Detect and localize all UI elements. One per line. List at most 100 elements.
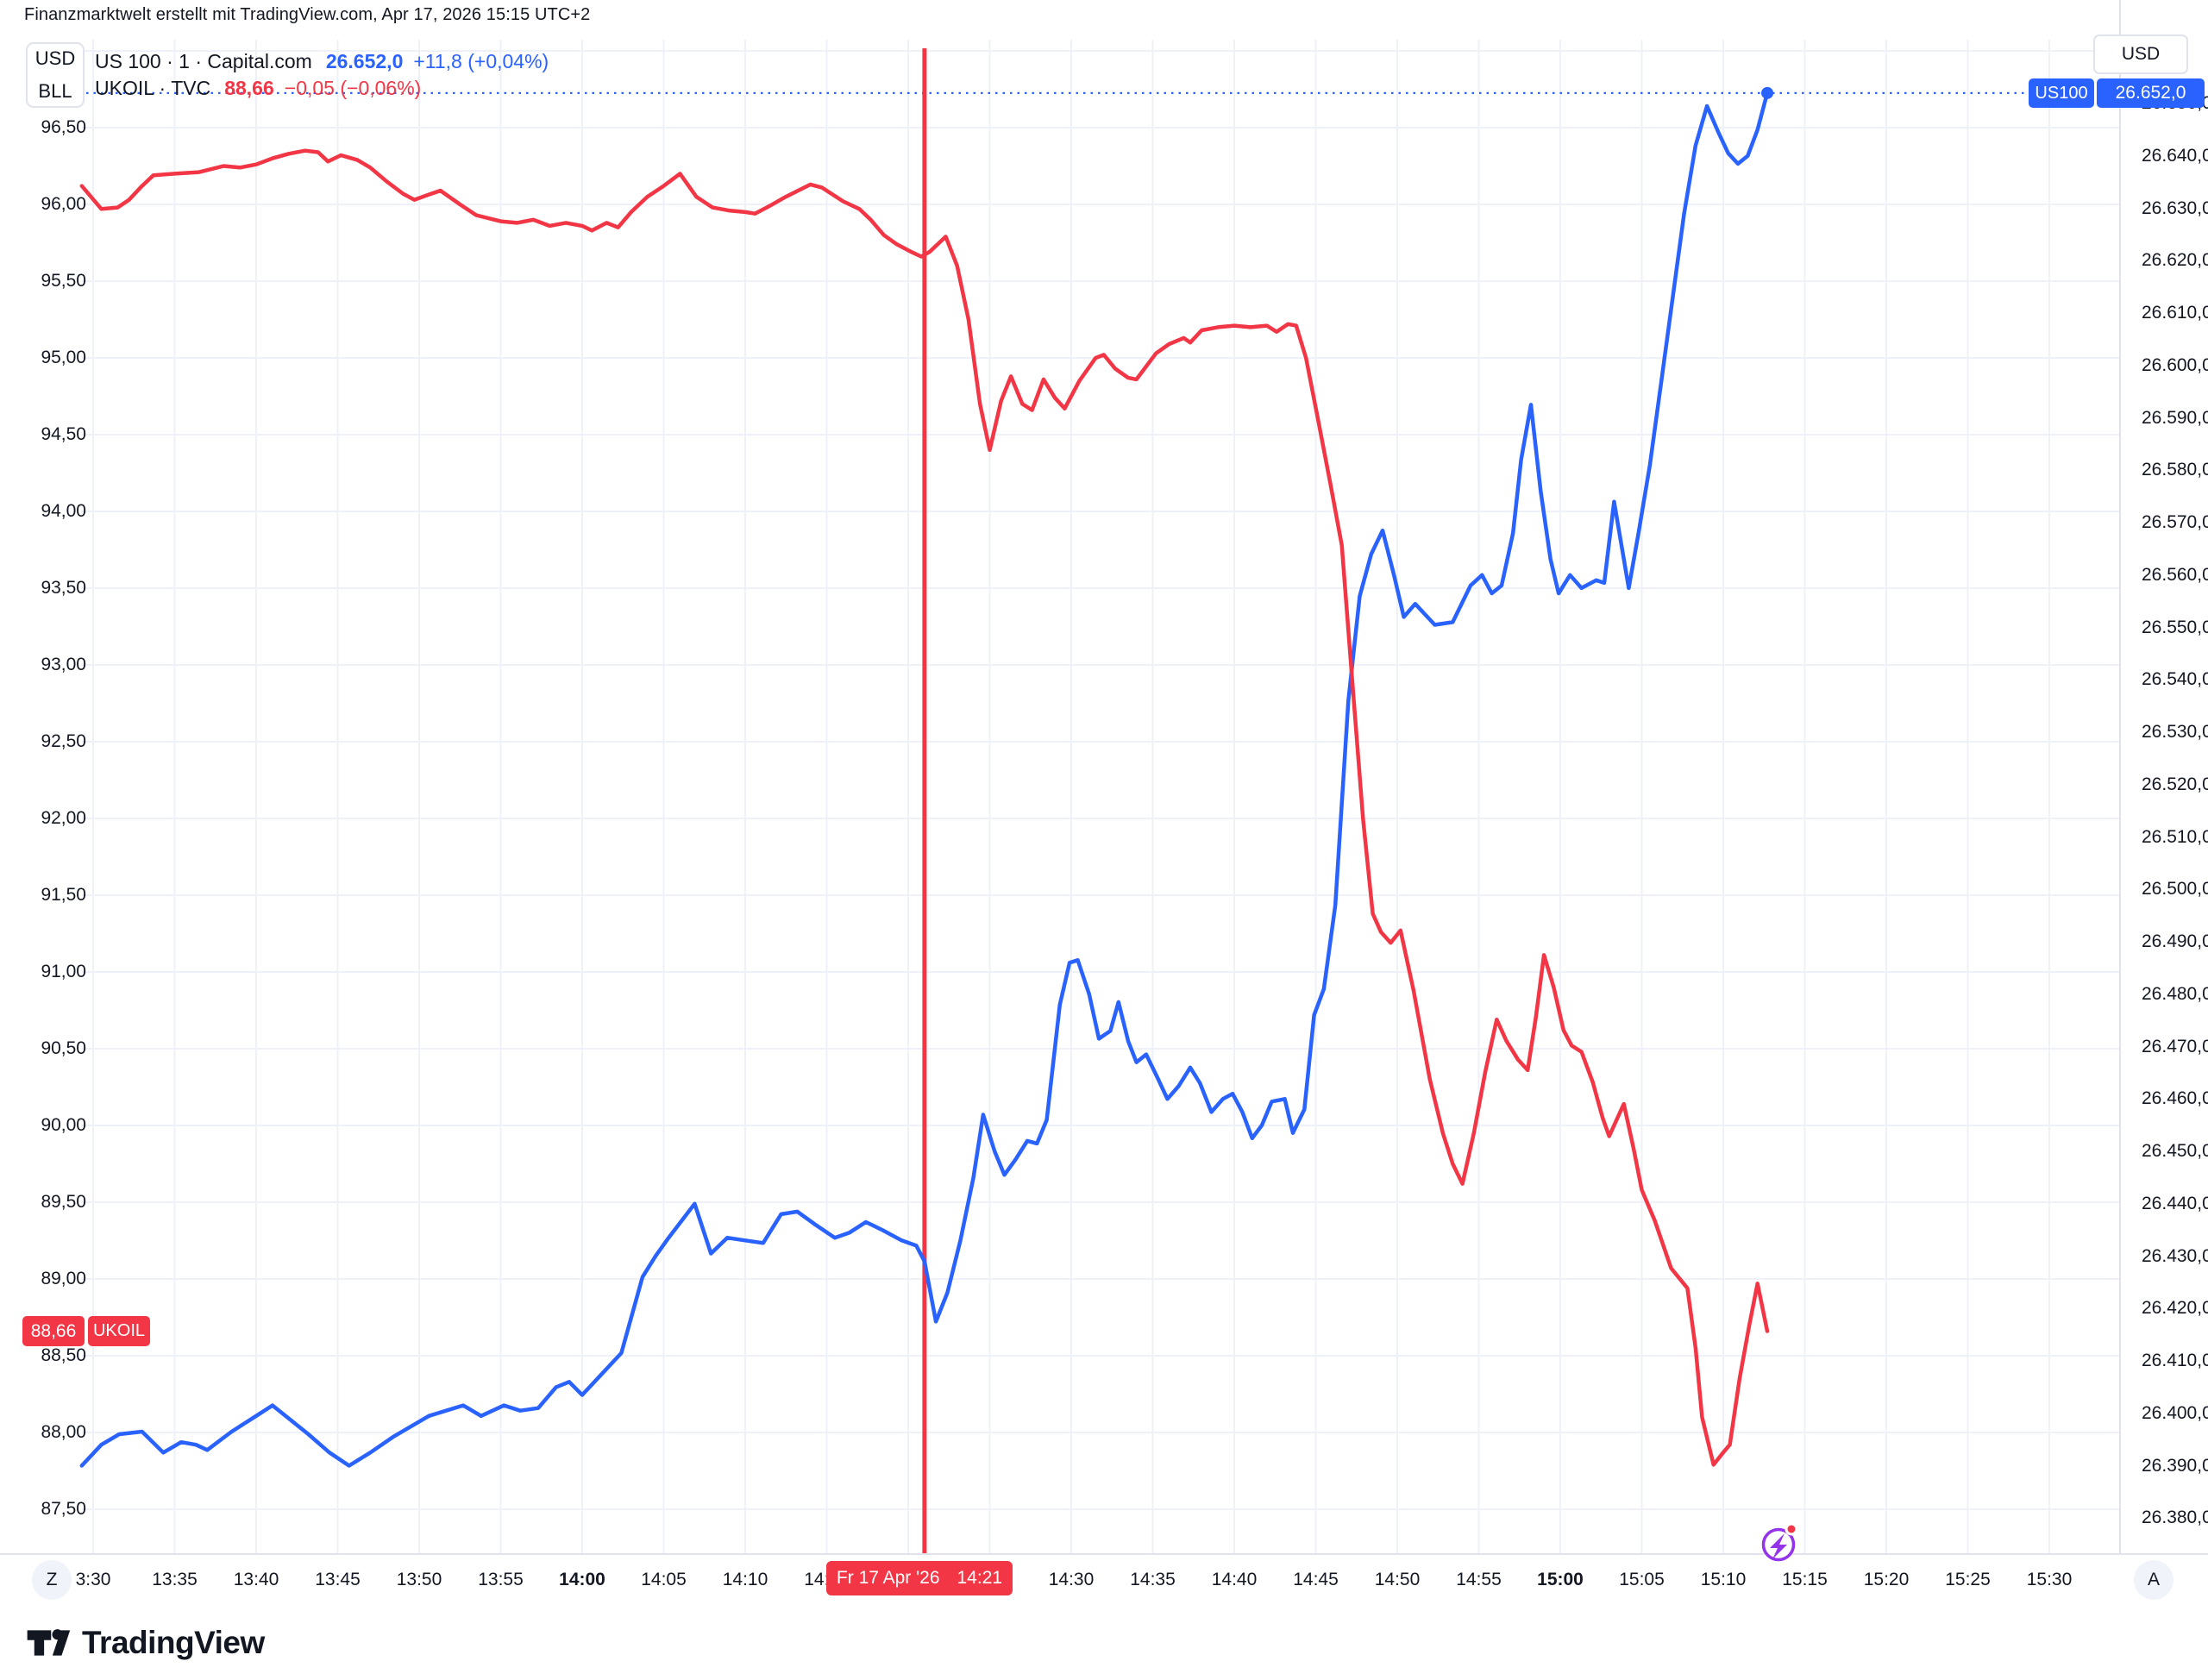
left-axis-tick: 96,00 bbox=[41, 194, 86, 214]
right-axis-tick: 26.580,0 bbox=[2142, 460, 2208, 480]
right-axis-tick: 26.500,0 bbox=[2142, 879, 2208, 900]
left-axis-unit-usd: USD bbox=[34, 47, 76, 69]
ukoil-price-tag: UKOIL bbox=[88, 1316, 150, 1346]
left-axis-tick: 90,50 bbox=[41, 1038, 86, 1058]
right-axis-tick: 26.490,0 bbox=[2142, 931, 2208, 951]
left-axis-tick: 96,50 bbox=[41, 117, 86, 137]
time-axis-tick: 14:00 bbox=[559, 1570, 605, 1589]
time-axis-tick: 14:55 bbox=[1456, 1570, 1502, 1589]
time-axis-tick: 13:50 bbox=[396, 1570, 442, 1589]
right-axis-tick: 26.460,0 bbox=[2142, 1088, 2208, 1109]
left-axis-tick: 92,00 bbox=[41, 808, 86, 828]
left-axis-tick: 92,50 bbox=[41, 731, 86, 751]
auto-scale-button-label: A bbox=[2147, 1570, 2160, 1589]
time-axis-tick: 13:35 bbox=[152, 1570, 198, 1589]
left-axis-tick: 87,50 bbox=[41, 1499, 86, 1519]
us100-price-tag: US100 bbox=[2029, 78, 2094, 108]
right-axis-tick: 26.640,0 bbox=[2142, 145, 2208, 166]
legend-value-ukoil: 88,66 bbox=[224, 77, 274, 99]
right-axis-currency: USD bbox=[2121, 44, 2161, 64]
time-axis-tick: 15:25 bbox=[1945, 1570, 1991, 1589]
left-axis-tick: 88,50 bbox=[41, 1345, 86, 1365]
us100-price-label: 26.652,0 bbox=[2097, 78, 2205, 108]
legend-row-ukoil[interactable]: UKOIL · TVC 88,66 −0,05 (−0,06%) bbox=[95, 75, 549, 102]
left-axis-tick: 90,00 bbox=[41, 1115, 86, 1135]
time-axis-tick: 15:15 bbox=[1782, 1570, 1828, 1589]
legend-change-us100: +11,8 (+0,04%) bbox=[413, 50, 549, 72]
legend-value-us100: 26.652,0 bbox=[325, 50, 404, 72]
time-axis-tick: 14:30 bbox=[1048, 1570, 1095, 1589]
timezone-button[interactable]: Z bbox=[32, 1560, 72, 1600]
time-axis-tick: 14:40 bbox=[1211, 1570, 1258, 1589]
time-axis-tick: 13:55 bbox=[478, 1570, 524, 1589]
right-axis-tick: 26.450,0 bbox=[2142, 1141, 2208, 1161]
left-axis-tick: 91,50 bbox=[41, 885, 86, 905]
time-axis-tick: 14:10 bbox=[722, 1570, 768, 1589]
time-axis-tick: 15:20 bbox=[1863, 1570, 1910, 1589]
event-time: 14:21 bbox=[957, 1568, 1003, 1588]
left-axis-unit-bll: BLL bbox=[38, 80, 72, 102]
legend-row-us100[interactable]: US 100 · 1 · Capital.com 26.652,0 +11,8 … bbox=[95, 48, 549, 75]
time-axis-tick: 14:35 bbox=[1130, 1570, 1176, 1589]
left-axis-tick: 95,50 bbox=[41, 271, 86, 291]
right-axis-tick: 26.390,0 bbox=[2142, 1455, 2208, 1476]
time-axis-tick: 15:10 bbox=[1700, 1570, 1747, 1589]
right-axis-tick: 26.420,0 bbox=[2142, 1298, 2208, 1319]
right-axis-tick: 26.400,0 bbox=[2142, 1402, 2208, 1423]
right-axis-tick: 26.610,0 bbox=[2142, 303, 2208, 323]
lightning-icon[interactable] bbox=[1761, 1522, 1798, 1562]
legend: US 100 · 1 · Capital.com 26.652,0 +11,8 … bbox=[95, 48, 549, 102]
time-axis-tick: 14:05 bbox=[641, 1570, 687, 1589]
left-axis-tick: 93,50 bbox=[41, 578, 86, 598]
right-axis-tick: 26.470,0 bbox=[2142, 1036, 2208, 1056]
left-axis-tick: 89,50 bbox=[41, 1192, 86, 1212]
tradingview-logo[interactable]: TradingView bbox=[26, 1623, 265, 1663]
timezone-button-label: Z bbox=[46, 1570, 58, 1589]
right-axis-tick: 26.440,0 bbox=[2142, 1193, 2208, 1213]
left-axis-tick: 94,50 bbox=[41, 424, 86, 444]
right-axis-tick: 26.430,0 bbox=[2142, 1245, 2208, 1266]
right-axis-tick: 26.560,0 bbox=[2142, 564, 2208, 585]
ukoil-price-label: 88,66 bbox=[22, 1316, 85, 1346]
tradingview-logo-icon bbox=[27, 1629, 71, 1656]
left-axis-tick: 95,00 bbox=[41, 348, 86, 367]
event-date: Fr 17 Apr '26 bbox=[836, 1568, 940, 1588]
right-axis-tick: 26.530,0 bbox=[2142, 722, 2208, 742]
left-axis-tick: 89,00 bbox=[41, 1269, 86, 1288]
right-axis-tick: 26.540,0 bbox=[2142, 669, 2208, 690]
right-axis-tick: 26.410,0 bbox=[2142, 1351, 2208, 1370]
right-axis-tick: 26.380,0 bbox=[2142, 1508, 2208, 1528]
right-axis-tick: 26.520,0 bbox=[2142, 774, 2208, 794]
tradingview-logo-text: TradingView bbox=[82, 1625, 265, 1660]
right-axis-tick: 26.630,0 bbox=[2142, 197, 2208, 218]
left-axis-tick: 93,00 bbox=[41, 655, 86, 674]
event-time-label: Fr 17 Apr '26 14:21 bbox=[826, 1561, 1013, 1595]
left-axis-tick: 94,00 bbox=[41, 501, 86, 521]
time-axis-tick: 15:30 bbox=[2026, 1570, 2073, 1589]
right-axis-tick: 26.600,0 bbox=[2142, 354, 2208, 375]
legend-symbol-us100: US 100 · 1 · Capital.com bbox=[95, 50, 312, 72]
left-axis-tick: 91,00 bbox=[41, 962, 86, 981]
time-axis-tick: 13:40 bbox=[233, 1570, 279, 1589]
right-axis-tick: 26.620,0 bbox=[2142, 250, 2208, 271]
time-axis-tick: 14:45 bbox=[1293, 1570, 1339, 1589]
time-axis-tick: 15:00 bbox=[1537, 1570, 1584, 1589]
legend-symbol-ukoil: UKOIL · TVC bbox=[95, 77, 211, 99]
right-axis-tick: 26.510,0 bbox=[2142, 826, 2208, 847]
time-axis-tick: 14:50 bbox=[1374, 1570, 1421, 1589]
legend-change-ukoil: −0,05 (−0,06%) bbox=[284, 77, 422, 99]
time-axis-tick: 3:30 bbox=[75, 1570, 111, 1589]
right-axis-tick: 26.570,0 bbox=[2142, 512, 2208, 532]
right-axis-currency-box[interactable]: USD bbox=[2093, 34, 2188, 74]
right-axis-tick: 26.480,0 bbox=[2142, 983, 2208, 1004]
left-axis-units-box[interactable]: USD BLL bbox=[26, 42, 85, 108]
chart-attribution-title: Finanzmarktwelt erstellt mit TradingView… bbox=[24, 5, 591, 24]
right-axis-tick: 26.550,0 bbox=[2142, 617, 2208, 637]
time-axis-tick: 15:05 bbox=[1619, 1570, 1665, 1589]
right-axis-tick: 26.590,0 bbox=[2142, 407, 2208, 428]
time-axis-tick: 13:45 bbox=[315, 1570, 361, 1589]
auto-scale-button[interactable]: A bbox=[2134, 1560, 2174, 1600]
left-axis-tick: 88,00 bbox=[41, 1422, 86, 1442]
